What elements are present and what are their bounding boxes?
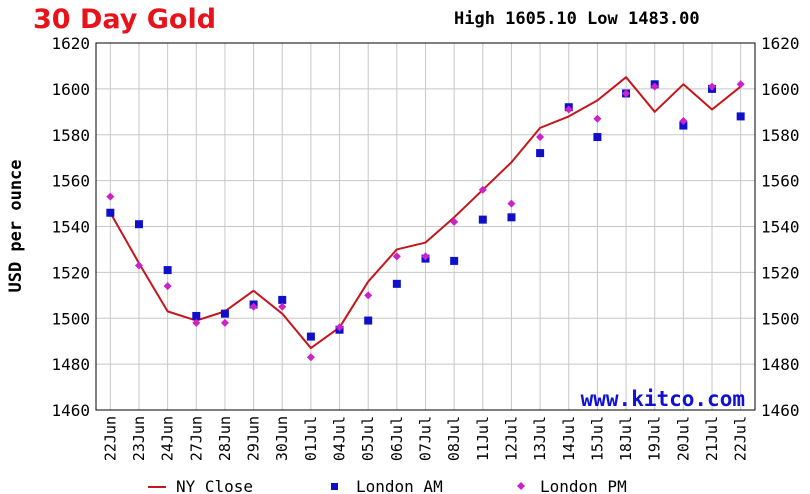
london-am-point xyxy=(736,112,745,121)
legend-ny-close-label: NY Close xyxy=(176,477,253,494)
london-pm-point xyxy=(192,318,201,327)
london-pm-point xyxy=(736,80,745,89)
london-pm-point xyxy=(478,185,487,194)
series-layer xyxy=(106,76,745,362)
london-pm-point xyxy=(306,353,315,362)
london-am-point xyxy=(507,213,516,222)
london-pm-point xyxy=(593,114,602,123)
london-pm-point xyxy=(220,318,229,327)
x-tick-label: 19Jul xyxy=(646,416,664,461)
x-tick-label: 07Jul xyxy=(417,416,435,461)
x-tick-label: 06Jul xyxy=(388,416,406,461)
london-pm-point xyxy=(536,133,545,142)
london-am-point xyxy=(134,220,143,229)
x-axis: 22Jun 23Jun 24Jun 27Jun 28Jun 29Jun 30Jun 01Jul… xyxy=(101,416,749,461)
london-pm-point xyxy=(364,291,373,300)
x-tick-label: 28Jun xyxy=(216,416,234,461)
legend-london-am-label: London AM xyxy=(356,477,443,494)
legend-london-pm-swatch xyxy=(517,482,525,490)
london-am-point xyxy=(450,256,459,265)
y-tick-label-left: 1500 xyxy=(51,309,90,328)
london-am-point xyxy=(192,311,201,320)
x-tick-label: 23Jun xyxy=(130,416,148,461)
x-tick-label: 08Jul xyxy=(445,416,463,461)
x-tick-label: 12Jul xyxy=(502,416,520,461)
chart-title: 30 Day Gold xyxy=(33,4,216,35)
london-pm-point xyxy=(507,199,516,208)
london-pm-point xyxy=(421,252,430,261)
x-tick-label: 14Jul xyxy=(560,416,578,461)
legend: NY Close London AM London PM xyxy=(148,477,627,494)
y-tick-label-left: 1460 xyxy=(51,401,90,420)
london-pm-point xyxy=(392,252,401,261)
y-tick-label-right: 1600 xyxy=(761,80,800,99)
y-tick-label-right: 1580 xyxy=(761,126,800,145)
legend-london-am-swatch xyxy=(331,483,338,490)
x-tick-label: 11Jul xyxy=(474,416,492,461)
y-axis-right: 1460 1480 1500 1520 1540 1560 1580 1600 1620 xyxy=(761,34,800,420)
london-am-point xyxy=(106,208,115,217)
london-am-point xyxy=(306,332,315,341)
y-tick-label-right: 1520 xyxy=(761,263,800,282)
y-tick-label-right: 1480 xyxy=(761,355,800,374)
london-am-point xyxy=(364,316,373,325)
x-tick-label: 05Jul xyxy=(359,416,377,461)
y-tick-label-right: 1540 xyxy=(761,218,800,237)
london-pm-point xyxy=(335,323,344,332)
y-axis-left: 1460 1480 1500 1520 1540 1560 1580 1600 1620 xyxy=(51,34,90,420)
london-pm-point xyxy=(450,217,459,226)
london-pm-point xyxy=(708,82,717,91)
london-am-point xyxy=(163,266,172,275)
london-pm-point xyxy=(564,105,573,114)
x-tick-label: 22Jun xyxy=(101,416,119,461)
london-pm-point xyxy=(163,282,172,291)
x-tick-label: 27Jun xyxy=(187,416,205,461)
legend-london-pm-label: London PM xyxy=(540,477,627,494)
x-tick-label: 29Jun xyxy=(245,416,263,461)
london-pm-point xyxy=(679,116,688,125)
london-pm-point xyxy=(106,192,115,201)
london-am-point xyxy=(593,133,602,142)
x-tick-label: 18Jul xyxy=(617,416,635,461)
london-am-point xyxy=(220,309,229,318)
y-axis-label: USD per ounce xyxy=(6,159,26,292)
y-tick-label-left: 1560 xyxy=(51,172,90,191)
x-tick-label: 22Jul xyxy=(732,416,750,461)
y-tick-label-right: 1460 xyxy=(761,401,800,420)
x-tick-label: 15Jul xyxy=(588,416,606,461)
london-am-point xyxy=(536,149,545,158)
y-tick-label-left: 1520 xyxy=(51,263,90,282)
london-pm-point xyxy=(622,89,631,98)
series-ny-close-line xyxy=(109,76,742,350)
y-tick-label-right: 1620 xyxy=(761,34,800,53)
london-am-point xyxy=(478,215,487,224)
y-tick-label-left: 1480 xyxy=(51,355,90,374)
london-pm-point xyxy=(278,302,287,311)
y-tick-label-left: 1580 xyxy=(51,126,90,145)
x-tick-label: 20Jul xyxy=(674,416,692,461)
y-tick-label-right: 1500 xyxy=(761,309,800,328)
y-tick-label-left: 1600 xyxy=(51,80,90,99)
y-tick-label-left: 1540 xyxy=(51,218,90,237)
x-tick-label: 24Jun xyxy=(159,416,177,461)
grid xyxy=(96,42,755,411)
x-tick-label: 21Jul xyxy=(703,416,721,461)
london-am-point xyxy=(679,121,688,130)
london-am-point xyxy=(392,279,401,288)
x-tick-label: 04Jul xyxy=(331,416,349,461)
x-tick-label: 13Jul xyxy=(531,416,549,461)
x-tick-label: 30Jun xyxy=(273,416,291,461)
watermark: www.kitco.com xyxy=(581,387,745,411)
high-low-readout: High 1605.10 Low 1483.00 xyxy=(454,9,700,29)
london-pm-point xyxy=(650,82,659,91)
y-tick-label-left: 1620 xyxy=(51,34,90,53)
y-tick-label-right: 1560 xyxy=(761,172,800,191)
london-am-point xyxy=(278,295,287,304)
x-tick-label: 01Jul xyxy=(302,416,320,461)
london-pm-point xyxy=(134,261,143,270)
london-pm-point xyxy=(249,302,258,311)
plot-frame xyxy=(95,42,756,411)
